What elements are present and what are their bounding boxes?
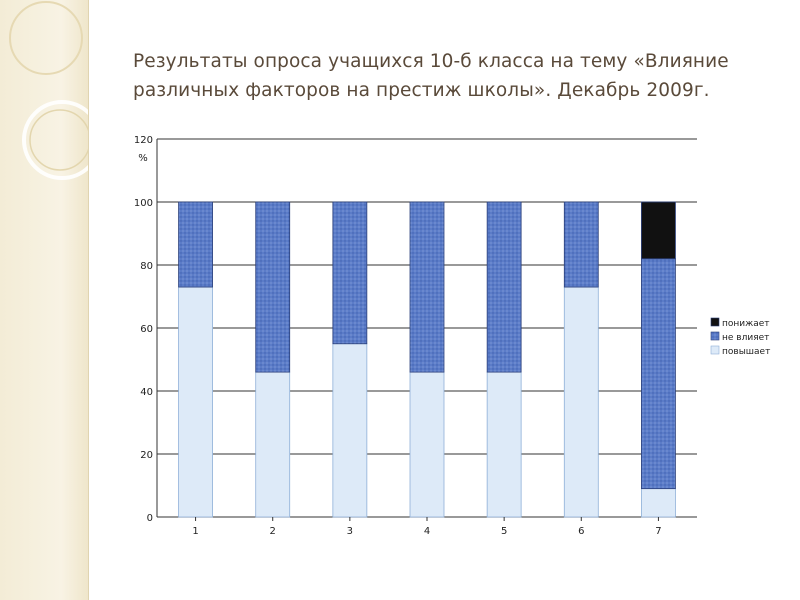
bar-segment-ponizhaet — [641, 201, 676, 260]
slide-title: Результаты опроса учащихся 10-б класса н… — [133, 51, 729, 101]
bar-segment-povyshaet — [486, 371, 522, 518]
legend-swatch — [710, 345, 720, 355]
x-tick-label: 5 — [501, 526, 507, 537]
x-tick-label: 2 — [270, 526, 276, 537]
bars — [178, 201, 676, 518]
legend-swatch — [710, 317, 720, 327]
y-tick-label: 80 — [140, 261, 153, 272]
bar-segment-povyshaet — [332, 343, 368, 518]
x-tick-label: 1 — [192, 526, 198, 537]
y-tick-label: 20 — [140, 450, 153, 461]
x-tick-label: 4 — [424, 526, 430, 537]
y-axis-label: % — [138, 153, 148, 164]
legend: понижает не влияет повышает — [710, 317, 770, 357]
bar-segment-ne-vliyaet — [641, 258, 676, 490]
bar-segment-ne-vliyaet — [563, 201, 599, 288]
decorative-circles — [9, 1, 88, 180]
x-tick-label: 7 — [655, 526, 661, 537]
y-tick-label: 0 — [147, 513, 153, 524]
y-tick-label: 100 — [134, 198, 153, 209]
x-tick-label: 6 — [578, 526, 584, 537]
side-decoration — [0, 0, 89, 600]
legend-label: не влияет — [722, 333, 769, 343]
bar-segment-ne-vliyaet — [409, 201, 445, 373]
bar-segment-ne-vliyaet — [178, 201, 213, 288]
y-tick-label: 120 — [134, 135, 153, 146]
bar-segment-ne-vliyaet — [486, 201, 522, 373]
axes: 0 20 40 60 80 100 120% 1 2 3 4 5 6 7 — [134, 135, 662, 537]
legend-swatch — [710, 331, 720, 341]
bar-segment-povyshaet — [563, 286, 599, 518]
legend-label: повышает — [722, 347, 770, 357]
bar-segment-ne-vliyaet — [332, 201, 368, 345]
y-tick-label: 40 — [140, 387, 153, 398]
bar-segment-povyshaet — [178, 286, 213, 518]
bar-segment-ne-vliyaet — [255, 201, 291, 373]
bar-segment-povyshaet — [255, 371, 291, 518]
bar-segment-povyshaet — [409, 371, 445, 518]
x-tick-label: 3 — [347, 526, 353, 537]
bar-segment-povyshaet — [641, 488, 676, 518]
y-tick-label: 60 — [140, 324, 153, 335]
legend-label: понижает — [722, 319, 770, 329]
